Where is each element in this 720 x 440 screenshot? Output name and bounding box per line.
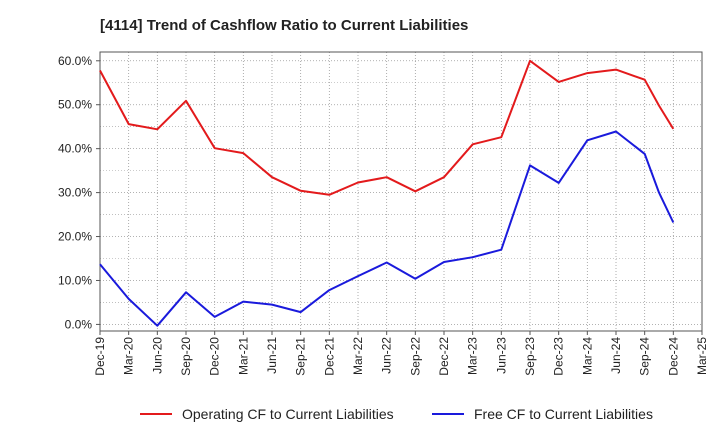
x-tick-label: Dec-19: [93, 337, 107, 376]
plot-frame: [99, 51, 703, 332]
legend-label: Operating CF to Current Liabilities: [182, 406, 394, 422]
series-line: [99, 59, 675, 196]
x-tick-label: Jun-21: [265, 337, 279, 374]
x-tick-label: Dec-23: [552, 337, 566, 376]
axes: 0.0% 10.0% 20.0% 30.0% 40.0% 50.0% 60.0% Dec-19…: [58, 51, 709, 376]
y-tick-label: 10.0%: [58, 273, 92, 287]
y-tick-label: 50.0%: [58, 98, 92, 112]
x-tick-label: Mar-25: [695, 337, 709, 375]
x-tick-label: Sep-20: [179, 337, 193, 376]
legend-label: Free CF to Current Liabilities: [474, 406, 653, 422]
grid-lines: [99, 52, 703, 331]
x-tick-label: Dec-22: [437, 337, 451, 376]
y-tick-label: 30.0%: [58, 186, 92, 200]
x-tick-label: Jun-24: [609, 337, 623, 374]
y-tick-label: 20.0%: [58, 230, 92, 244]
y-tick-label: 60.0%: [58, 54, 92, 68]
x-tick-label: Jun-23: [494, 337, 508, 374]
x-tick-label: Dec-20: [208, 337, 222, 376]
x-tick-label: Sep-24: [638, 337, 652, 376]
x-tick-label: Dec-24: [666, 337, 680, 376]
series-lines: [99, 59, 675, 327]
x-tick-label: Jun-22: [380, 337, 394, 374]
x-tick-label: Sep-22: [408, 337, 422, 376]
y-tick-label: 0.0%: [65, 317, 93, 331]
x-tick-label: Mar-23: [466, 337, 480, 375]
x-tick-label: Sep-21: [294, 337, 308, 376]
x-tick-label: Mar-22: [351, 337, 365, 375]
series-line: [99, 130, 675, 327]
x-tick-label: Mar-21: [236, 337, 250, 375]
chart-title: [4114] Trend of Cashflow Ratio to Curren…: [100, 17, 468, 34]
x-tick-label: Mar-24: [580, 337, 594, 375]
legend: Operating CF to Current Liabilities Free …: [140, 406, 653, 422]
x-tick-label: Dec-21: [322, 337, 336, 376]
x-tick-label: Mar-20: [122, 337, 136, 375]
y-tick-label: 40.0%: [58, 142, 92, 156]
plot-area: [100, 52, 702, 331]
x-tick-label: Jun-20: [150, 337, 164, 374]
x-tick-label: Sep-23: [523, 337, 537, 376]
